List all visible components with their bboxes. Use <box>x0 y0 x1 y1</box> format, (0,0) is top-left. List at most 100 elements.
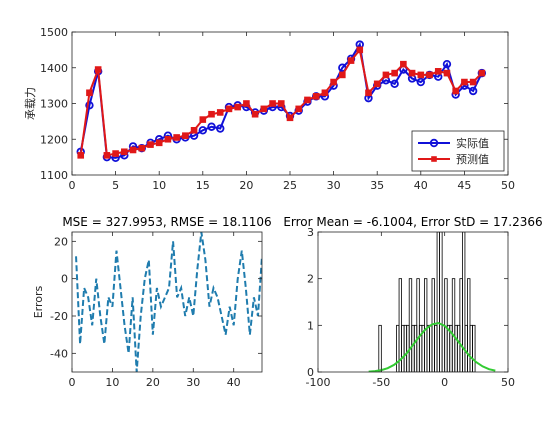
y-tick-label: 1 <box>307 319 314 332</box>
plot-area <box>318 232 508 372</box>
marker <box>408 69 416 77</box>
legend-marker <box>431 156 437 162</box>
y-tick-label: 0 <box>307 366 314 379</box>
y-axis-label: Errors <box>32 285 45 318</box>
y-tick-label: 1300 <box>40 98 68 111</box>
marker <box>243 100 250 107</box>
legend-label: 实际值 <box>456 136 489 150</box>
marker <box>443 69 451 77</box>
axes-title: Error Mean = -6.1004, Error StD = 17.236… <box>283 215 542 229</box>
marker <box>173 134 180 141</box>
x-tick-label: -50 <box>372 376 390 389</box>
marker <box>365 89 372 97</box>
marker <box>286 114 294 122</box>
hist-bar <box>472 324 476 372</box>
marker <box>85 101 94 110</box>
marker <box>295 105 303 113</box>
x-tick-label: 0 <box>69 179 76 192</box>
x-tick-label: 45 <box>457 179 471 192</box>
marker <box>147 141 154 148</box>
y-tick-label: -20 <box>50 310 68 323</box>
marker <box>164 135 172 143</box>
marker <box>452 87 459 95</box>
marker <box>321 89 329 97</box>
marker <box>356 46 364 54</box>
marker <box>416 77 425 87</box>
hist-bar <box>461 232 466 372</box>
marker <box>277 100 285 107</box>
y-tick-label: -40 <box>50 347 68 360</box>
marker <box>426 71 433 79</box>
hist-bar <box>439 232 443 372</box>
marker <box>417 71 425 79</box>
legend-marker <box>429 138 439 148</box>
marker <box>339 71 346 79</box>
marker <box>121 148 128 156</box>
marker <box>86 89 93 97</box>
x-tick-label: 40 <box>414 179 428 192</box>
marker <box>478 69 486 77</box>
marker <box>391 69 398 77</box>
axes-box <box>71 231 263 373</box>
x-tick-label: 0 <box>441 376 448 389</box>
hist-bar <box>378 324 382 372</box>
marker <box>373 80 381 88</box>
marker <box>260 105 268 113</box>
marker <box>216 124 225 133</box>
marker <box>198 126 207 135</box>
marker <box>182 132 189 139</box>
marker <box>112 150 119 157</box>
marker <box>468 86 478 96</box>
y-tick-label: 1400 <box>40 62 68 75</box>
marker <box>234 103 241 111</box>
plot-content <box>75 232 262 372</box>
legend-box <box>411 130 505 172</box>
series-line <box>75 232 262 372</box>
marker <box>138 144 146 152</box>
marker <box>103 152 111 159</box>
marker <box>269 100 276 107</box>
marker <box>400 60 407 68</box>
marker <box>94 66 102 73</box>
marker <box>304 96 311 104</box>
y-tick-label: 0 <box>61 273 68 286</box>
marker <box>390 79 399 89</box>
marker <box>442 59 452 69</box>
marker <box>129 146 137 154</box>
x-tick-label: 15 <box>196 179 210 192</box>
y-axis-label: 承载力 <box>24 87 37 120</box>
y-tick-label: 1500 <box>40 26 68 39</box>
y-tick-label: 1100 <box>40 169 68 182</box>
axes-title: MSE = 327.9953, RMSE = 18.1106 <box>62 215 271 229</box>
x-tick-label: 10 <box>105 376 119 389</box>
x-tick-label: 35 <box>370 179 384 192</box>
legend-label: 预测值 <box>456 153 489 166</box>
y-tick-label: 2 <box>307 273 314 286</box>
y-tick-label: 3 <box>307 226 314 239</box>
marker <box>347 57 355 64</box>
marker <box>199 116 207 123</box>
x-tick-label: 0 <box>69 376 76 389</box>
y-tick-label: 20 <box>54 235 68 248</box>
marker <box>330 78 337 86</box>
fit-curve <box>368 321 496 372</box>
x-tick-label: 30 <box>186 376 200 389</box>
plot-content <box>76 40 487 163</box>
marker <box>312 93 320 100</box>
x-tick-label: 50 <box>501 179 515 192</box>
marker <box>207 122 216 131</box>
x-tick-label: 20 <box>239 179 253 192</box>
y-tick-label: 1200 <box>40 133 68 146</box>
marker <box>190 127 198 134</box>
axes-box <box>317 231 509 373</box>
marker <box>251 110 259 118</box>
marker <box>225 105 233 113</box>
x-tick-label: 20 <box>146 376 160 389</box>
plot-area <box>72 232 262 372</box>
x-tick-label: 10 <box>152 179 166 192</box>
marker <box>461 78 468 86</box>
marker <box>208 110 215 118</box>
x-tick-label: 25 <box>283 179 297 192</box>
